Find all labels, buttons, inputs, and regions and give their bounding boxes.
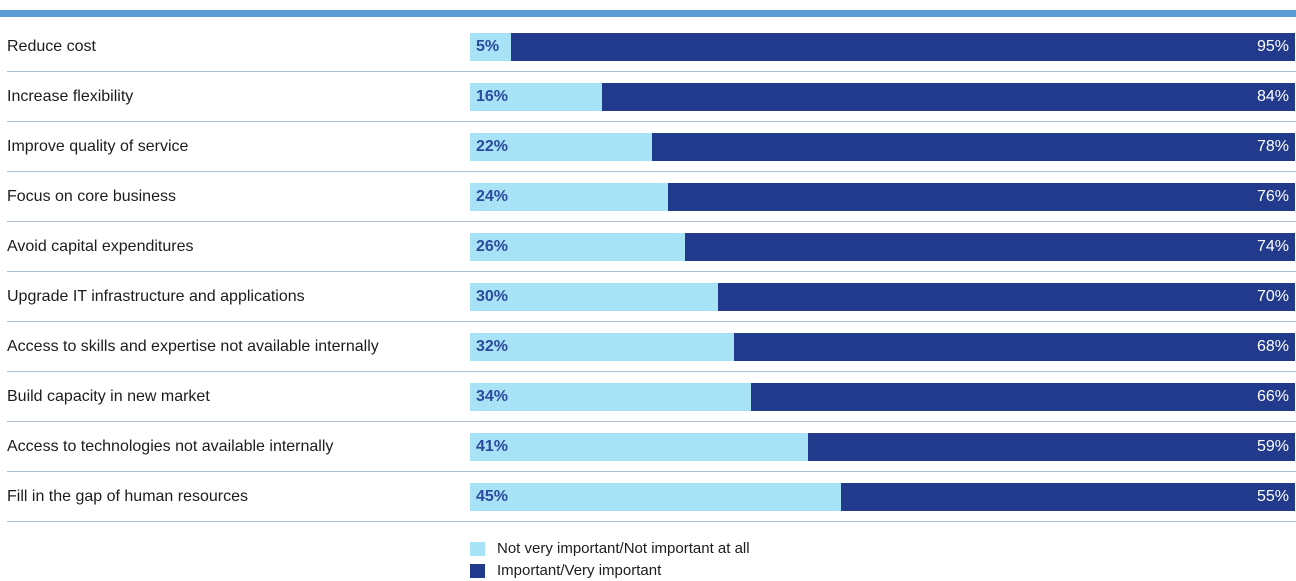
bar-segment-important [751,383,1295,411]
category-label: Upgrade IT infrastructure and applicatio… [7,288,305,305]
top-rule [0,10,1296,17]
bar-segment-important [652,133,1295,161]
bar-row: Access to skills and expertise not avail… [0,322,1296,372]
row-divider [7,171,1296,172]
bar-segment-important [841,483,1295,511]
value-label-not-important: 45% [476,488,509,505]
bar-track: 16% 84% [470,83,1295,111]
value-label-not-important: 16% [476,88,509,105]
value-label-important: 59% [1256,438,1289,455]
row-divider [7,321,1296,322]
value-label-not-important: 22% [476,138,509,155]
row-divider [7,71,1296,72]
value-label-not-important: 5% [476,38,500,55]
bar-segment-important [668,183,1295,211]
value-label-important: 66% [1256,388,1289,405]
bar-track: 22% 78% [470,133,1295,161]
bar-track: 32% 68% [470,333,1295,361]
bar-track: 24% 76% [470,183,1295,211]
bar-segment-not-important [470,183,668,211]
bar-segment-not-important [470,233,685,261]
bar-track: 45% 55% [470,483,1295,511]
value-label-important: 76% [1256,188,1289,205]
row-divider [7,371,1296,372]
value-label-important: 84% [1256,88,1289,105]
value-label-not-important: 41% [476,438,509,455]
value-label-not-important: 24% [476,188,509,205]
bar-segment-not-important [470,33,511,61]
row-divider [7,421,1296,422]
legend-swatch-high [470,564,485,578]
value-label-not-important: 30% [476,288,509,305]
bar-track: 41% 59% [470,433,1295,461]
value-label-important: 95% [1256,38,1289,55]
bar-row: Build capacity in new market 34% 66% [0,372,1296,422]
bar-segment-important [602,83,1295,111]
bar-segment-important [685,233,1295,261]
bar-row: Improve quality of service 22% 78% [0,122,1296,172]
category-label: Access to skills and expertise not avail… [7,338,379,355]
bar-row: Upgrade IT infrastructure and applicatio… [0,272,1296,322]
row-divider [7,221,1296,222]
legend-label-low: Not very important/Not important at all [497,540,750,557]
bar-row: Reduce cost 5% 95% [0,22,1296,72]
category-label: Avoid capital expenditures [7,238,194,255]
value-label-not-important: 26% [476,238,509,255]
category-label: Increase flexibility [7,88,134,105]
bar-segment-important [718,283,1295,311]
value-label-important: 70% [1256,288,1289,305]
bar-segment-not-important [470,333,734,361]
category-label: Reduce cost [7,38,96,55]
bar-segment-important [734,333,1295,361]
bar-row: Avoid capital expenditures 26% 74% [0,222,1296,272]
bar-track: 34% 66% [470,383,1295,411]
bar-row: Access to technologies not available int… [0,422,1296,472]
category-label: Improve quality of service [7,138,189,155]
legend-swatch-low [470,542,485,556]
row-divider [7,121,1296,122]
bar-segment-not-important [470,483,841,511]
bar-segment-not-important [470,383,751,411]
bar-row: Focus on core business 24% 76% [0,172,1296,222]
value-label-important: 68% [1256,338,1289,355]
value-label-not-important: 32% [476,338,509,355]
category-label: Build capacity in new market [7,388,210,405]
bar-track: 26% 74% [470,233,1295,261]
bar-track: 5% 95% [470,33,1295,61]
category-label: Focus on core business [7,188,176,205]
bar-segment-important [511,33,1295,61]
bar-track: 30% 70% [470,283,1295,311]
bar-row: Fill in the gap of human resources 45% 55% [0,472,1296,522]
bar-segment-not-important [470,83,602,111]
row-divider [7,471,1296,472]
value-label-important: 55% [1256,488,1289,505]
legend-label-high: Important/Very important [497,562,662,579]
bar-segment-not-important [470,133,652,161]
row-divider [7,521,1296,522]
category-label: Access to technologies not available int… [7,438,334,455]
bar-row: Increase flexibility 16% 84% [0,72,1296,122]
value-label-important: 74% [1256,238,1289,255]
bar-segment-not-important [470,433,808,461]
value-label-not-important: 34% [476,388,509,405]
bar-segment-not-important [470,283,718,311]
value-label-important: 78% [1256,138,1289,155]
category-label: Fill in the gap of human resources [7,488,249,505]
bar-segment-important [808,433,1295,461]
row-divider [7,271,1296,272]
